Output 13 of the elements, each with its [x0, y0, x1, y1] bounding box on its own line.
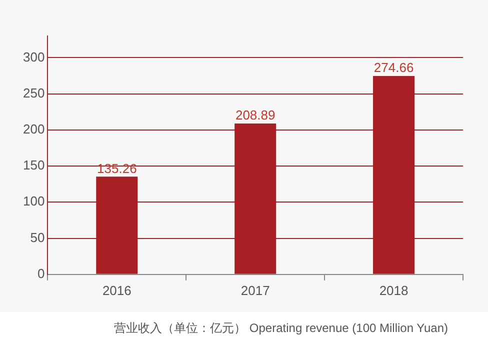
y-tick-label: 250	[22, 85, 45, 100]
y-tick-label: 150	[22, 158, 45, 173]
x-tick-label: 2016	[102, 282, 132, 298]
y-tick-label: 300	[22, 49, 45, 64]
y-tick-label: 100	[22, 194, 45, 209]
y-tick-label: 200	[22, 121, 45, 136]
x-tick-label: 2017	[240, 282, 270, 298]
x-tick-label: 2018	[379, 282, 408, 298]
y-tick-label: 50	[30, 230, 45, 245]
data-label: 274.66	[374, 60, 414, 76]
text: 营业收入（单位：亿元） Operating revenue (100 Million Yuan)	[113, 320, 448, 337]
y-tick-label: 0	[37, 266, 45, 281]
data-label: 208.89	[235, 108, 276, 123]
